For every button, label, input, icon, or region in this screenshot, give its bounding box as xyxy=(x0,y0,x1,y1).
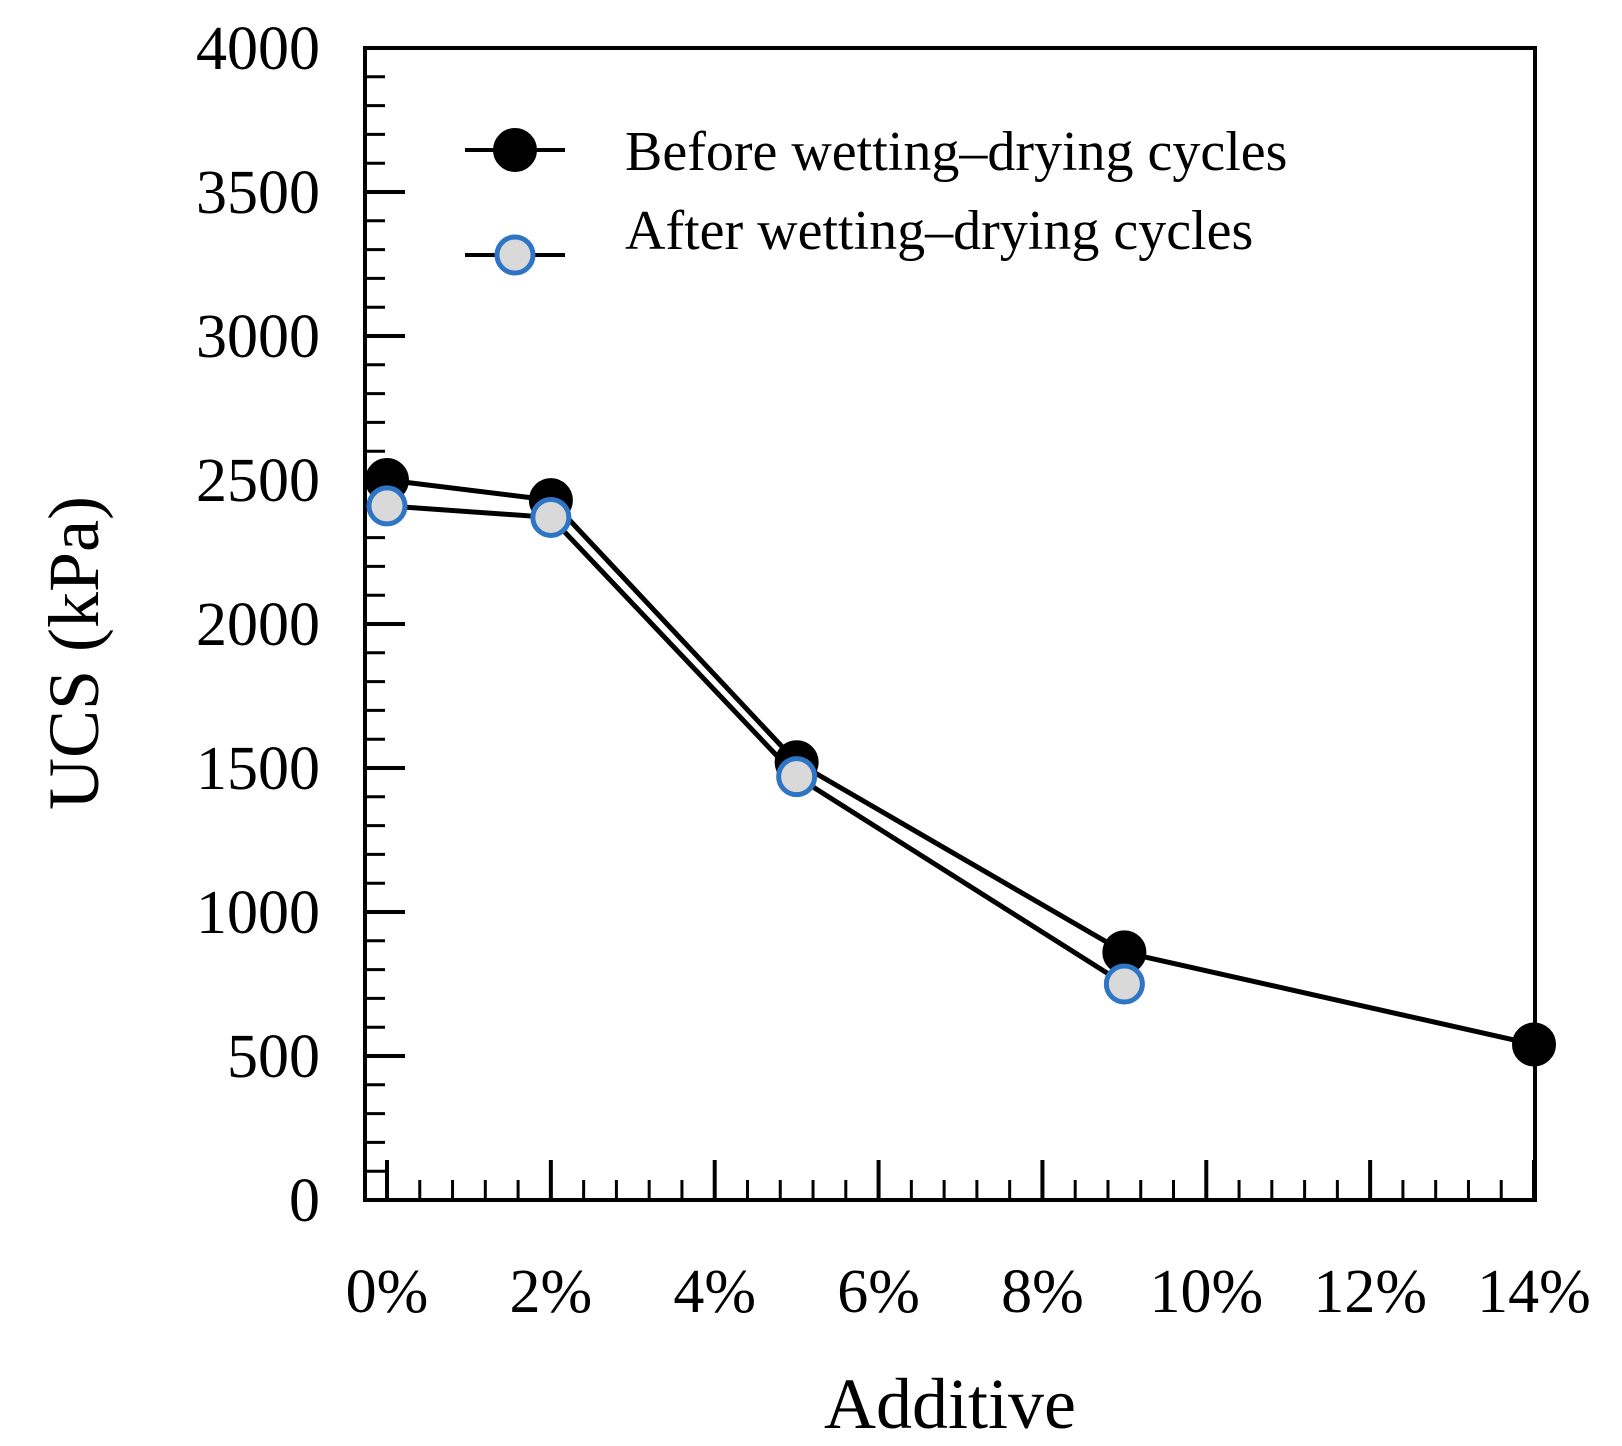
data-point-after xyxy=(776,756,818,798)
x-axis-title: Additive xyxy=(824,1364,1076,1444)
legend-marker-before xyxy=(493,128,537,172)
y-tick-label: 500 xyxy=(227,1023,320,1091)
series-layer xyxy=(365,458,1556,1067)
y-tick-label: 2000 xyxy=(196,591,320,659)
major-ticks xyxy=(365,46,1536,1202)
y-tick-label: 1000 xyxy=(196,879,320,947)
x-tick-label: 12% xyxy=(1313,1258,1427,1326)
x-tick-label: 4% xyxy=(673,1258,756,1326)
x-tick-label: 2% xyxy=(510,1258,593,1326)
minor-ticks xyxy=(365,75,1503,1200)
x-tick-label: 0% xyxy=(346,1258,429,1326)
legend: Before wetting–drying cycles After wetti… xyxy=(465,121,1287,276)
data-point-before xyxy=(1512,1022,1556,1067)
y-tick-labels: 0 500 1000 1500 2000 2500 3000 3500 4000 xyxy=(196,15,320,1235)
data-point-after xyxy=(1103,963,1145,1005)
y-tick-label: 1500 xyxy=(196,735,320,803)
x-tick-label: 8% xyxy=(1001,1258,1084,1326)
y-tick-label: 2500 xyxy=(196,447,320,515)
x-tick-label: 14% xyxy=(1477,1258,1591,1326)
y-tick-label: 3000 xyxy=(196,303,320,371)
legend-label-after: After wetting–drying cycles xyxy=(625,200,1253,262)
series-line-before xyxy=(386,477,1535,1047)
y-tick-label: 0 xyxy=(289,1167,320,1235)
data-point-after xyxy=(530,496,572,538)
x-tick-label: 6% xyxy=(837,1258,920,1326)
data-point-after xyxy=(366,485,408,527)
legend-label-before: Before wetting–drying cycles xyxy=(625,121,1287,183)
x-tick-label: 10% xyxy=(1149,1258,1263,1326)
x-tick-labels: 0% 2% 4% 6% 8% 10% 12% 14% xyxy=(346,1258,1591,1326)
series-line-after xyxy=(386,503,1126,987)
y-axis-title: UCS (kPa) xyxy=(34,496,114,810)
legend-marker-after xyxy=(494,234,536,276)
y-tick-label: 3500 xyxy=(196,159,320,227)
y-tick-label: 4000 xyxy=(196,15,320,83)
